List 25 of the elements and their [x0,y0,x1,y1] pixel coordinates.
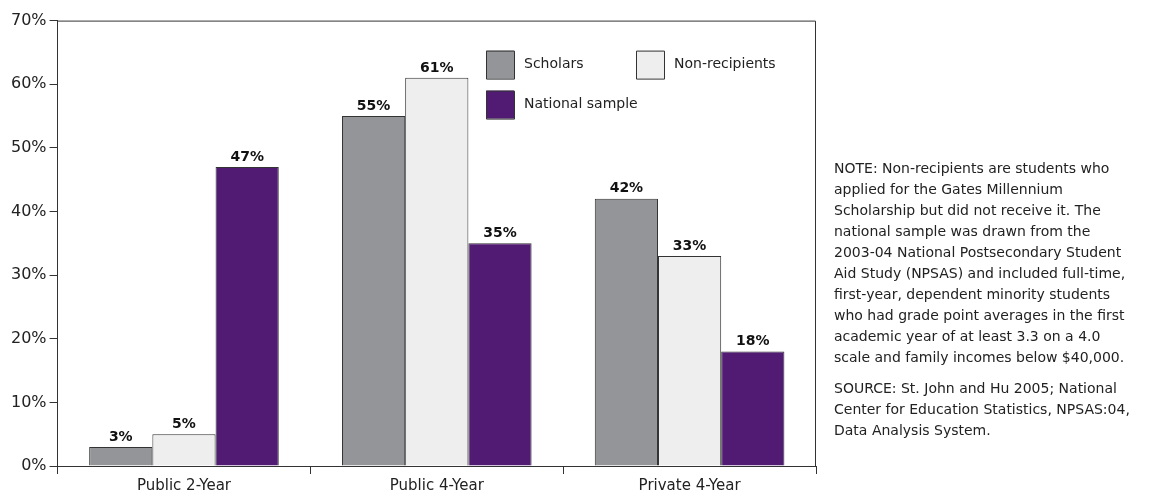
text: NOTE: Non-recipients are students who applied for the Gates Millennium Scholarship but did not receive it. The national sample was drawn from the 2003-04 National Postsecondary Student Aid Study (NPSAS) and included full-time, first-year, dependent minority students who had grade point averages in the first academic year of at least 3.3 on a 4.0 scale and family incomes below $40,000. [834,160,1126,365]
y-tick-label: 10% [11,391,47,411]
data-label: 33% [672,236,707,253]
y-tick-label: 70% [11,9,47,29]
y-tick-label: 30% [11,264,47,284]
y-tick-label: 20% [11,327,47,347]
legend-label: National sample [524,95,638,112]
y-tick-label: 50% [11,137,47,157]
data-label: 47% [230,147,264,164]
source-note: SOURCE: St. John and Hu 2005; National Center for Education Statistics, NPSAS:04, Data Analysis System. [834,379,1131,440]
data-label: 5% [172,414,196,431]
data-label: 42% [609,179,644,196]
data-label: 18% [736,332,770,349]
y-tick-label: 0% [21,455,47,475]
data-label: 35% [483,223,517,240]
data-label: 3% [108,427,133,444]
data-label: 61% [420,58,454,75]
legend-label: Scholars [524,55,584,72]
y-tick-label: 60% [11,73,47,93]
legend-label: Non-recipients [674,55,776,72]
x-tick-label: Public 4-Year [389,475,485,494]
y-tick-label: 40% [11,200,47,220]
data-label: 55% [356,96,391,113]
x-tick-label: Private 4-Year [638,475,742,494]
x-tick-label: Public 2-Year [136,475,232,494]
